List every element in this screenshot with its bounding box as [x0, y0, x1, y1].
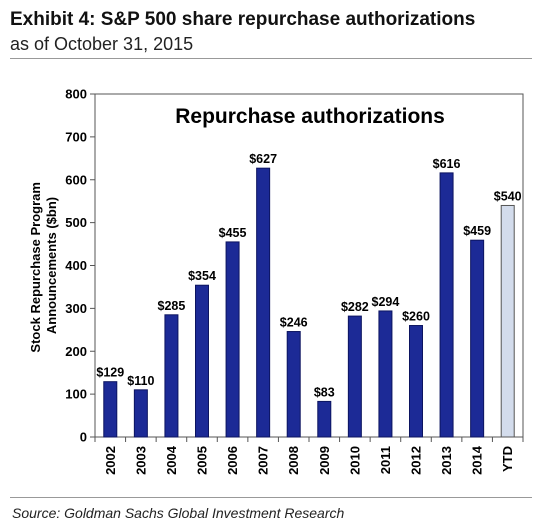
x-tick-label: 2007: [256, 446, 271, 475]
bar-2004: [164, 314, 179, 438]
x-tick-label: 2002: [103, 446, 118, 475]
data-label-2004: $285: [158, 299, 186, 313]
x-tick-label: YTD: [500, 446, 515, 472]
x-tick-label: 2009: [317, 446, 332, 475]
y-tick-label: 700: [65, 129, 87, 144]
bar-2009: [317, 400, 332, 438]
x-tick-label: 2012: [409, 446, 424, 475]
y-tick-label: 800: [65, 87, 87, 102]
x-tick-label: 2003: [133, 446, 148, 475]
y-axis-label-line-2: Announcements ($bn): [44, 197, 59, 334]
data-label-2006: $455: [219, 226, 247, 240]
data-label-2005: $354: [188, 269, 216, 283]
y-axis-label: Stock Repurchase Program Announcements (…: [28, 178, 59, 352]
source-note: Source: Goldman Sachs Global Investment …: [12, 505, 345, 521]
x-tick-label: 2005: [195, 446, 210, 475]
y-tick-label: 300: [65, 301, 87, 316]
y-axis-ticks: 0 100 200 300 400 500 600 700 800: [65, 87, 95, 445]
y-tick-label: 400: [65, 258, 87, 273]
x-tick-label: 2011: [378, 446, 393, 474]
y-axis-label-line-1: Stock Repurchase Program: [28, 182, 43, 353]
bar-2007: [256, 167, 271, 438]
data-label-2013: $616: [433, 157, 461, 171]
data-label-2011: $294: [372, 295, 400, 309]
bar-2003: [133, 389, 148, 438]
x-tick-label: 2013: [439, 446, 454, 475]
bottom-divider: [10, 497, 532, 498]
bar-2010: [347, 315, 362, 438]
exhibit-subtitle: as of October 31, 2015: [10, 34, 194, 54]
data-label-2007: $627: [249, 152, 277, 166]
chart-title: Repurchase authorizations: [175, 105, 445, 128]
x-axis-ticks: 2002 2003 2004 2005 2006 2007 2008 2009 2010 2011…: [94, 437, 524, 475]
data-label-2009: $83: [314, 385, 335, 399]
bar-2014: [470, 239, 485, 438]
data-label-ytd: $540: [494, 189, 522, 203]
x-tick-label: 2014: [470, 445, 485, 475]
bar-2005: [195, 284, 209, 438]
top-divider: [10, 58, 532, 59]
data-label-2003: $110: [127, 374, 154, 388]
data-labels: $129$110$285$354$455$627$246$83$282 $294$…: [96, 152, 521, 399]
bar-2002: [103, 381, 118, 438]
x-tick-label: 2008: [286, 446, 301, 475]
bar-chart: Repurchase authorizations Stock Repurcha…: [28, 87, 524, 475]
bar-2006: [225, 241, 240, 438]
x-tick-label: 2010: [347, 446, 362, 475]
bar-2013: [439, 172, 454, 438]
exhibit-title: Exhibit 4: S&P 500 share repurchase auth…: [10, 9, 476, 30]
y-tick-label: 600: [65, 172, 87, 187]
y-tick-label: 500: [65, 215, 87, 230]
data-label-2014: $459: [463, 224, 491, 238]
y-tick-label: 0: [80, 430, 87, 445]
x-tick-label: 2006: [225, 446, 240, 475]
bar-2008: [286, 331, 301, 438]
data-label-2002: $129: [96, 366, 124, 380]
y-tick-label: 100: [65, 387, 87, 402]
x-tick-label: 2004: [164, 445, 179, 475]
y-tick-label: 200: [65, 344, 87, 359]
bars: [103, 167, 515, 438]
bar-2012: [409, 325, 423, 438]
bar-ytd: [500, 204, 515, 438]
data-label-2010: $282: [341, 300, 369, 314]
data-label-2008: $246: [280, 316, 308, 330]
bar-2011: [378, 310, 393, 438]
plot-frame: [94, 93, 524, 438]
data-label-2012: $260: [402, 310, 430, 324]
